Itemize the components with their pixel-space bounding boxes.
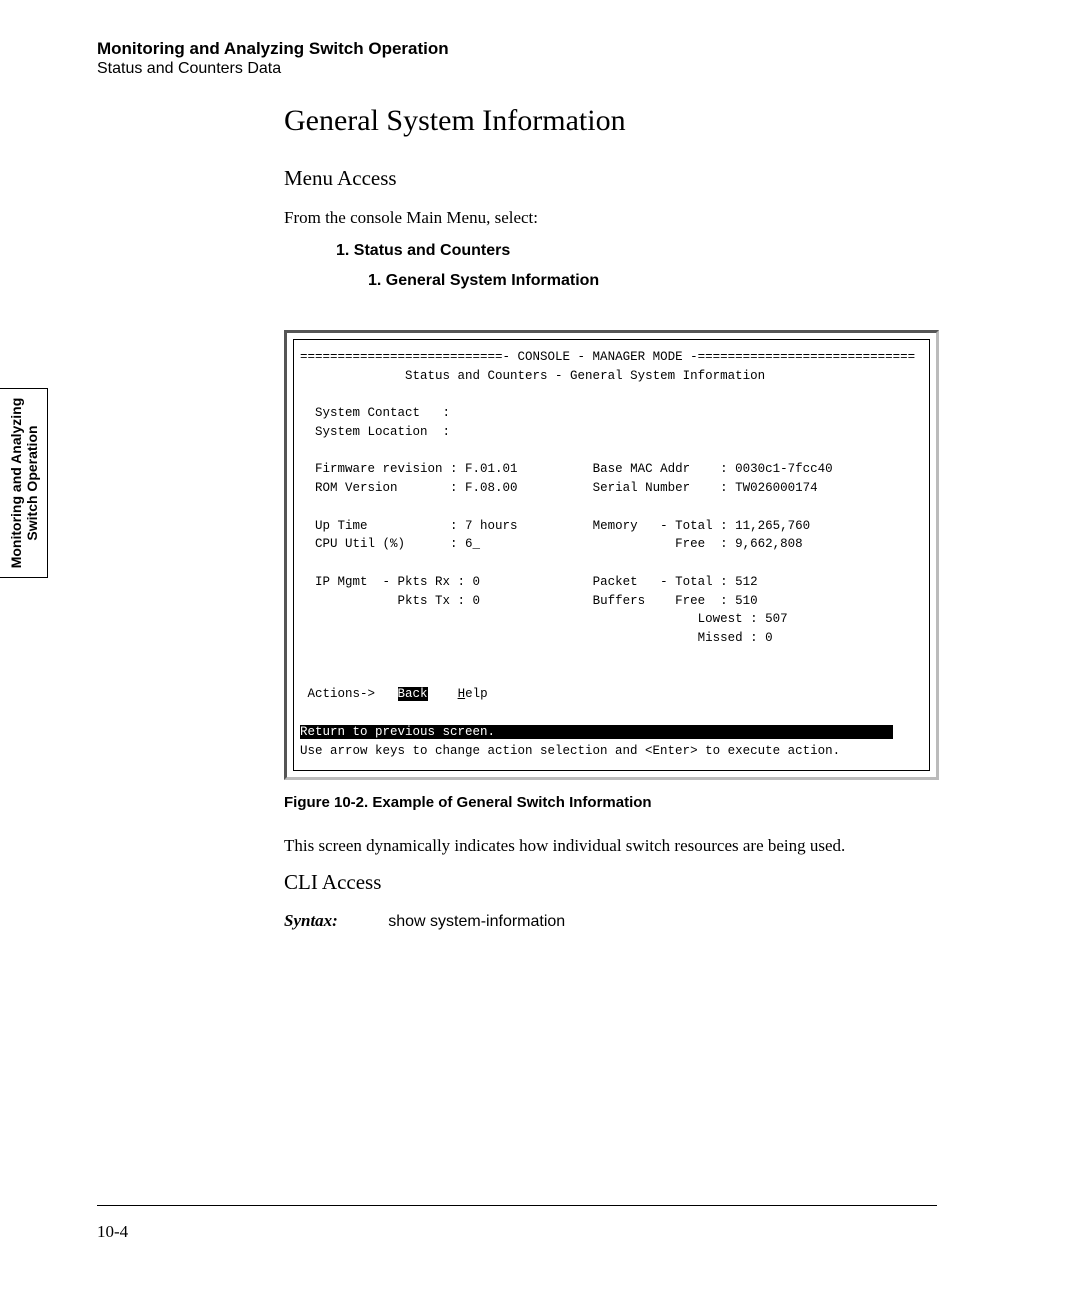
footer-rule — [97, 1205, 937, 1206]
side-tab: Monitoring and Analyzing Switch Operatio… — [0, 388, 48, 578]
action-back[interactable]: Back — [398, 687, 428, 701]
side-tab-line2: Switch Operation — [24, 425, 40, 540]
console-hint: Use arrow keys to change action selectio… — [300, 744, 840, 758]
console-bar-left: ===========================- — [300, 350, 510, 364]
menu-access-heading: Menu Access — [284, 166, 934, 191]
row-uptime: Up Time : 7 hours — [315, 519, 518, 533]
row-pkt-total: Packet - Total : 512 — [593, 575, 758, 589]
row-buf-missed: Missed : 0 — [698, 631, 773, 645]
console-subtitle: Status and Counters - General System Inf… — [405, 369, 765, 383]
row-serial: Serial Number : TW026000174 — [593, 481, 818, 495]
console-screen: ===========================- CONSOLE - M… — [293, 339, 930, 772]
row-mem-total: Memory - Total : 11,265,760 — [593, 519, 811, 533]
page-header: Monitoring and Analyzing Switch Operatio… — [97, 38, 449, 80]
running-head-subtitle: Status and Counters Data — [97, 59, 449, 80]
help-underline: H — [458, 687, 466, 701]
menu-path-level1: 1. Status and Counters — [336, 242, 934, 260]
syntax-row: Syntax: show system-information — [284, 911, 934, 931]
page: Monitoring and Analyzing Switch Operatio… — [0, 0, 1080, 1296]
row-mem-free: Free : 9,662,808 — [675, 537, 803, 551]
menu-path-level2: 1. General System Information — [368, 272, 934, 290]
side-tab-line1: Monitoring and Analyzing — [7, 398, 23, 569]
page-number: 10-4 — [97, 1222, 128, 1242]
row-system-contact: System Contact : — [315, 406, 450, 420]
row-buf-lowest: Lowest : 507 — [698, 612, 788, 626]
cli-access-heading: CLI Access — [284, 870, 934, 895]
row-cpu: CPU Util (%) : 6_ — [315, 537, 480, 551]
syntax-label: Syntax: — [284, 911, 384, 931]
action-help[interactable]: Help — [458, 687, 488, 701]
content-column: General System Information Menu Access F… — [284, 104, 934, 941]
help-rest: elp — [465, 687, 488, 701]
row-mac: Base MAC Addr : 0030c1-7fcc40 — [593, 462, 833, 476]
console-bar: ===========================- CONSOLE - M… — [300, 350, 915, 364]
row-ip-tx: Pkts Tx : 0 — [398, 594, 481, 608]
actions-label: Actions-> — [308, 687, 376, 701]
status-bar-text: Return to previous screen. — [300, 725, 495, 739]
console-screenshot: ===========================- CONSOLE - M… — [284, 330, 939, 781]
section-heading: General System Information — [284, 104, 934, 138]
side-tab-label: Monitoring and Analyzing Switch Operatio… — [7, 398, 39, 569]
figure-caption: Figure 10-2. Example of General Switch I… — [284, 794, 934, 811]
running-head-title: Monitoring and Analyzing Switch Operatio… — [97, 38, 449, 59]
after-figure-text: This screen dynamically indicates how in… — [284, 835, 934, 858]
row-ip-rx: IP Mgmt - Pkts Rx : 0 — [315, 575, 480, 589]
row-firmware: Firmware revision : F.01.01 — [315, 462, 518, 476]
console-bar-right: -============================= — [690, 350, 915, 364]
row-rom: ROM Version : F.08.00 — [315, 481, 518, 495]
row-buf-free: Buffers Free : 510 — [593, 594, 758, 608]
console-bar-mid: CONSOLE - MANAGER MODE — [510, 350, 690, 364]
console-status-bar: Return to previous screen. — [300, 725, 893, 739]
menu-intro-text: From the console Main Menu, select: — [284, 207, 934, 230]
row-system-location: System Location : — [315, 425, 450, 439]
syntax-command: show system-information — [388, 913, 565, 930]
